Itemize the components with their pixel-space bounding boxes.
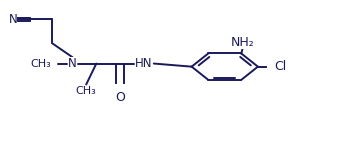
Text: CH₃: CH₃ xyxy=(30,59,51,69)
Text: NH₂: NH₂ xyxy=(231,36,255,49)
Text: O: O xyxy=(115,91,125,104)
Text: CH₃: CH₃ xyxy=(76,86,97,96)
Text: N: N xyxy=(8,13,17,26)
Text: N: N xyxy=(68,57,77,70)
Text: Cl: Cl xyxy=(274,60,286,73)
Text: HN: HN xyxy=(135,57,152,70)
